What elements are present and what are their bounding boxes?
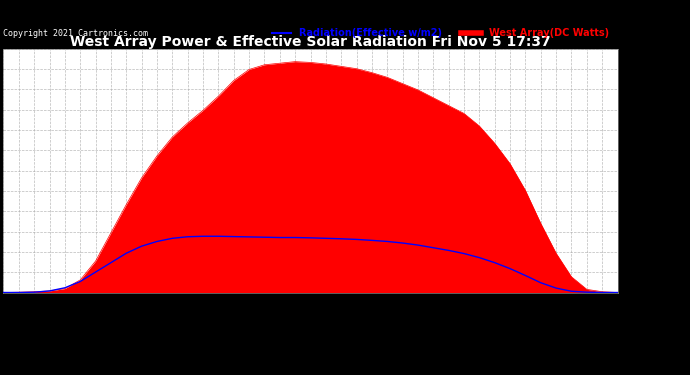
Text: Copyright 2021 Cartronics.com: Copyright 2021 Cartronics.com [3,28,148,38]
Legend: Radiation(Effective w/m2), West Array(DC Watts): Radiation(Effective w/m2), West Array(DC… [268,24,613,42]
Title: West Array Power & Effective Solar Radiation Fri Nov 5 17:37: West Array Power & Effective Solar Radia… [70,35,551,49]
